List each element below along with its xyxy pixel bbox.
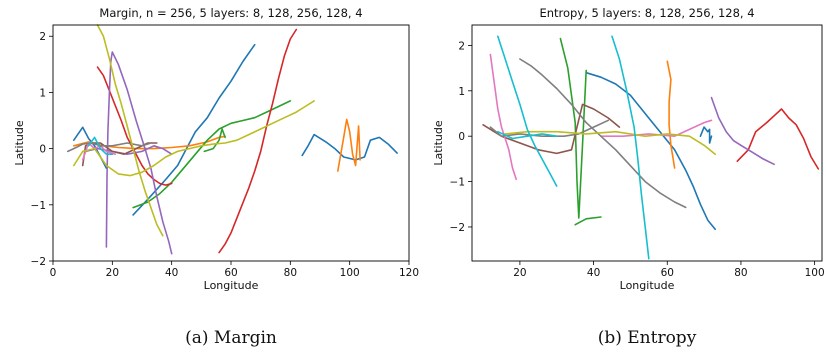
series-line-16 (87, 136, 114, 155)
y-axis-label: Latitude (13, 120, 26, 166)
x-tick-label: 100 (805, 267, 825, 279)
y-tick-label: 1 (458, 86, 465, 98)
x-tick-label: 60 (224, 267, 237, 279)
series-line-13 (67, 142, 152, 153)
series-line-11 (81, 142, 158, 167)
x-tick-label: 0 (50, 267, 57, 279)
y-tick-label: −2 (450, 222, 465, 234)
series-line-2 (666, 60, 676, 169)
series-line-12 (81, 142, 117, 161)
chart-entropy: 20 40 60 80 100 −2 −1 0 1 2 Entropy, 5 layers: 8, … (432, 6, 825, 348)
x-tick-label: 40 (165, 267, 178, 279)
y-tick-label: −1 (450, 177, 465, 189)
y-tick-label: −2 (31, 256, 46, 268)
x-axis-label: Longitude (620, 279, 675, 292)
x-tick-label: 20 (513, 267, 526, 279)
x-tick-label: 60 (661, 267, 674, 279)
x-tick-label: 20 (106, 267, 119, 279)
x-tick-label: 80 (734, 267, 747, 279)
series-line-6 (203, 128, 226, 153)
x-tick-label: 80 (284, 267, 297, 279)
series-line-15 (497, 130, 558, 140)
series-line-10 (519, 58, 687, 209)
x-tick-label: 120 (399, 267, 419, 279)
x-axis-label: Longitude (204, 279, 259, 292)
y-tick-label: 0 (39, 144, 46, 156)
y-tick-label: 0 (458, 131, 465, 143)
x-tick-label: 100 (340, 267, 360, 279)
chart-title: Entropy, 5 layers: 8, 128, 256, 128, 4 (539, 6, 754, 20)
figure-caption: (b) Entropy (598, 328, 697, 348)
series-line-9 (105, 51, 173, 255)
series-line-5 (132, 100, 292, 209)
series-line-3 (559, 37, 587, 219)
x-tick-label: 40 (587, 267, 600, 279)
figure-caption: (a) Margin (185, 328, 277, 348)
series-line-7 (482, 103, 621, 155)
series-line-15 (73, 100, 315, 177)
series-line-7 (96, 66, 173, 186)
series-line-4 (574, 216, 602, 226)
y-tick-label: −1 (31, 200, 46, 212)
series-line-14 (96, 24, 164, 237)
series-group (67, 24, 398, 255)
series-line-9 (600, 119, 713, 137)
series-line-1 (699, 126, 713, 144)
series-line-13 (497, 35, 558, 187)
series-line-1 (301, 133, 398, 161)
y-axis-label: Latitude (432, 120, 445, 166)
series-line-4 (337, 118, 361, 172)
series-line-8 (218, 28, 298, 254)
axes-frame (471, 24, 823, 262)
series-group (482, 35, 820, 260)
series-line-0 (132, 43, 256, 216)
y-tick-label: 1 (39, 87, 46, 99)
series-line-8 (489, 53, 517, 181)
y-tick-label: 2 (39, 31, 46, 43)
series-line-12 (504, 130, 716, 156)
series-line-14 (611, 35, 650, 260)
y-tick-label: 2 (458, 40, 465, 52)
chart-margin: 0 20 40 60 80 100 120 −2 −1 0 1 2 Margin, n = 256, 5… (13, 6, 419, 348)
series-line-0 (585, 71, 716, 230)
chart-title: Margin, n = 256, 5 layers: 8, 128, 256, … (99, 6, 362, 20)
series-line-6 (710, 96, 775, 166)
series-line-5 (736, 108, 820, 170)
